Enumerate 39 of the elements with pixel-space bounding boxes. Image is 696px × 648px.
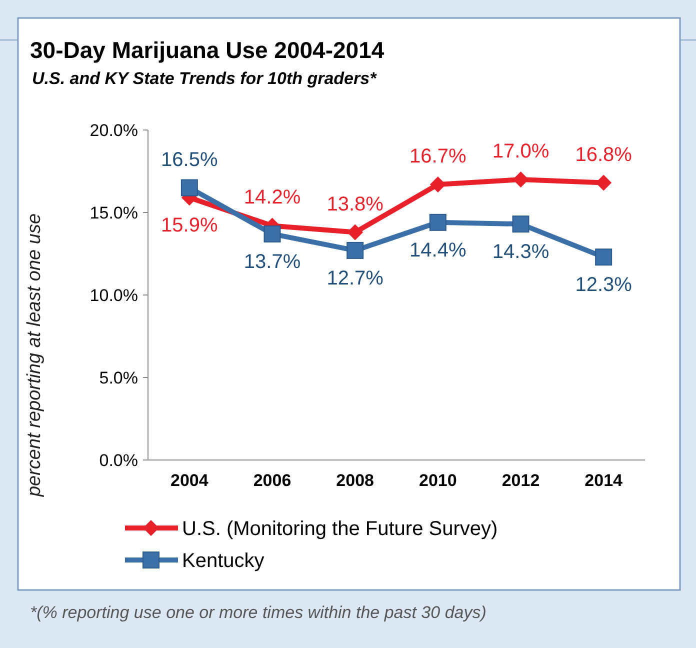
y-tick-label: 5.0%	[99, 368, 138, 388]
point	[347, 224, 364, 240]
x-tick-label: 2004	[170, 471, 209, 490]
x-tick-label: 2012	[502, 471, 540, 490]
chart-subtitle: U.S. and KY State Trends for 10th graders*	[32, 69, 378, 88]
x-tick-label: 2010	[419, 471, 457, 490]
data-label: 16.8%	[575, 144, 632, 166]
y-axis-title: percent reporting at least one use	[24, 213, 45, 498]
chart-title: 30-Day Marijuana Use 2004-2014	[30, 37, 384, 63]
data-label: 12.7%	[326, 267, 384, 290]
data-label: 12.3%	[575, 274, 632, 296]
data-label: 17.0%	[492, 140, 550, 162]
point	[346, 242, 364, 259]
data-label: 14.4%	[410, 239, 466, 262]
point	[264, 225, 281, 242]
y-tick-label: 20.0%	[90, 120, 138, 140]
x-tick-label: 2014	[584, 471, 624, 490]
legend-label: Kentucky	[182, 550, 264, 572]
point	[429, 214, 446, 231]
point	[180, 179, 198, 196]
data-label: 16.5%	[161, 148, 218, 171]
y-tick-label: 0.0%	[99, 450, 138, 470]
y-tick-label: 15.0%	[90, 203, 138, 222]
legend-label: U.S. (Monitoring the Future Survey)	[182, 518, 498, 540]
x-tick-label: 2008	[336, 471, 374, 490]
point	[430, 176, 446, 192]
point	[512, 172, 529, 188]
data-label: 15.9%	[161, 214, 218, 237]
data-label: 13.7%	[244, 250, 301, 273]
data-label: 14.2%	[244, 186, 301, 209]
point	[595, 248, 612, 266]
text: *(% reporting use one or more times within the past 30 days)	[30, 603, 486, 622]
x-tick-label: 2006	[253, 471, 292, 490]
point	[596, 174, 612, 191]
data-label: 14.3%	[492, 241, 550, 264]
data-label: 13.8%	[326, 193, 384, 216]
y-tick-label: 10.0%	[90, 286, 138, 305]
data-label: 16.7%	[410, 145, 466, 168]
point	[512, 216, 530, 233]
